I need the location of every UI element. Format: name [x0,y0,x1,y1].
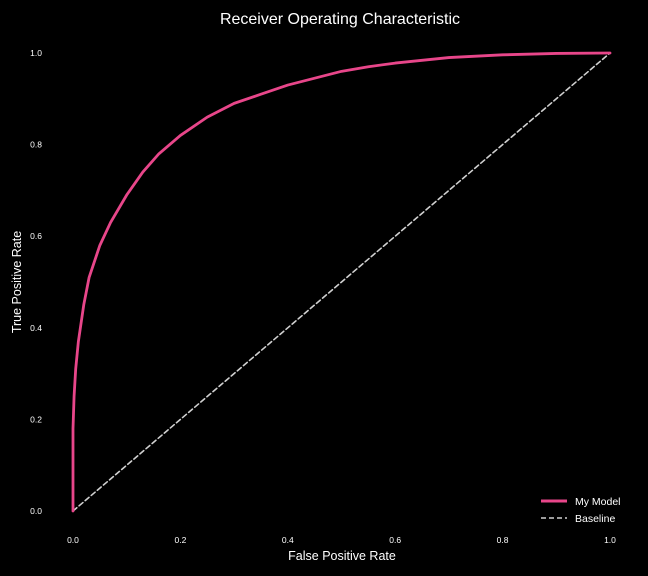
y-tick-label: 0.2 [30,414,42,424]
series-line-my-model [71,51,612,513]
x-axis-label: False Positive Rate [288,549,396,563]
y-tick-label: 0.4 [30,323,42,333]
y-axis-label: True Positive Rate [10,231,24,333]
legend-label-my-model: My Model [575,496,621,508]
y-tick-label: 0.6 [30,231,42,241]
y-tick-label: 0.8 [30,140,42,150]
legend: My Model Baseline [541,496,621,525]
y-axis-ticks: 0.0 0.2 0.4 0.6 0.8 1.0 [30,48,42,516]
x-tick-label: 0.6 [389,535,401,545]
series-line-baseline [72,52,611,512]
y-tick-label: 0.0 [30,506,42,516]
x-tick-label: 0.0 [67,535,79,545]
series-layer [71,51,612,513]
legend-label-baseline: Baseline [575,513,615,525]
x-tick-label: 0.4 [282,535,294,545]
x-axis-ticks: 0.0 0.2 0.4 0.6 0.8 1.0 [67,535,616,545]
y-tick-label: 1.0 [30,48,42,58]
x-tick-label: 0.8 [497,535,509,545]
x-tick-label: 0.2 [174,535,186,545]
x-tick-label: 1.0 [604,535,616,545]
chart-title: Receiver Operating Characteristic [220,11,460,28]
